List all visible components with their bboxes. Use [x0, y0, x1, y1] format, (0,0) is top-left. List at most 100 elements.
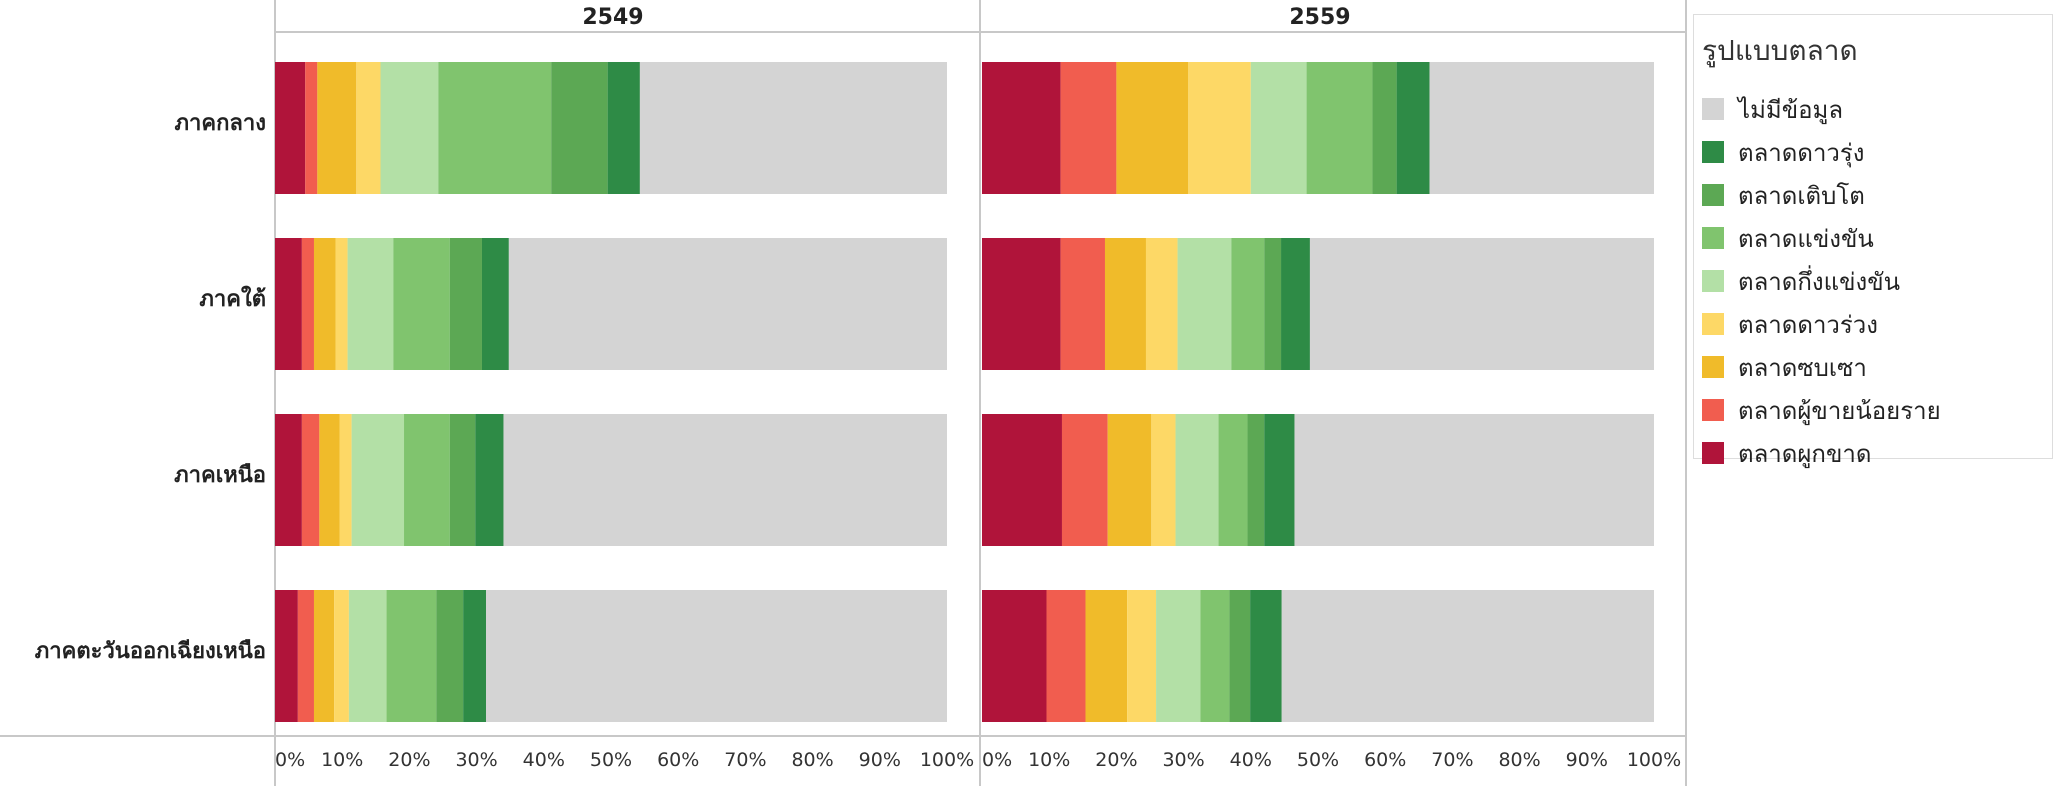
legend-entry: ตลาดผู้ขายน้อยราย [1702, 390, 1941, 430]
x-tick-label: 10% [321, 749, 363, 771]
bar-segment [1177, 238, 1232, 370]
legend-label: ไม่มีข้อมูล [1738, 95, 1844, 124]
bar-segment [1229, 590, 1251, 722]
bar-segment [1061, 414, 1108, 546]
bar-segment [1200, 590, 1230, 722]
legend: รูปแบบตลาด ไม่มีข้อมูลตลาดดาวรุ่งตลาดเติ… [1693, 14, 2053, 468]
category-label: ภาคเหนือ [174, 463, 266, 488]
x-tick-label: 10% [1028, 749, 1070, 771]
bar-segment [1294, 414, 1654, 546]
bar-segment [275, 238, 302, 370]
legend-swatch [1702, 442, 1724, 464]
x-tick-label: 100% [920, 749, 974, 771]
x-tick-label: 30% [1162, 749, 1204, 771]
x-tick-label: 40% [1230, 749, 1272, 771]
bar-segment [1046, 590, 1086, 722]
bar-segment [386, 590, 437, 722]
bar-segment [275, 590, 298, 722]
legend-label: ตลาดซบเซา [1738, 353, 1867, 382]
panel-header-2549: 2549 [582, 5, 643, 30]
x-tick-label: 50% [1297, 749, 1339, 771]
x-tick-label: 90% [859, 749, 901, 771]
bar-segment [305, 62, 318, 194]
bar-segment [1085, 590, 1128, 722]
x-tick-label: 80% [1498, 749, 1540, 771]
bar-segment [301, 238, 314, 370]
bar-segment [475, 414, 504, 546]
bar-segment [1306, 62, 1373, 194]
legend-entry: ไม่มีข้อมูล [1702, 89, 1843, 129]
bar-segment [1281, 238, 1310, 370]
bar-segment [438, 62, 552, 194]
bar-segment [1218, 414, 1248, 546]
bar-segment [275, 62, 306, 194]
legend-label: ตลาดดาวร่วง [1738, 310, 1878, 339]
bar-segment [393, 238, 450, 370]
bar-segment [356, 62, 381, 194]
bar-segment [1107, 414, 1152, 546]
bar-segment [1309, 238, 1654, 370]
bar-segment [1175, 414, 1219, 546]
bar-segment [1156, 590, 1201, 722]
x-tick-label: 0% [982, 749, 1012, 771]
bar-segment [1250, 62, 1307, 194]
legend-label: ตลาดเติบโต [1738, 181, 1865, 210]
category-label: ภาคกลาง [175, 111, 266, 136]
bar-segment [301, 414, 320, 546]
bar-segment [982, 62, 1061, 194]
bar-segment [1116, 62, 1189, 194]
bar-segment [1264, 238, 1282, 370]
legend-entry: ตลาดซบเซา [1702, 347, 1867, 387]
x-tick-label: 20% [388, 749, 430, 771]
legend-label: ตลาดดาวรุ่ง [1738, 138, 1865, 167]
bars-layer [275, 62, 1654, 722]
bar-segment [449, 238, 482, 370]
legend-swatch [1702, 270, 1724, 292]
bar-segment [607, 62, 640, 194]
legend-label: ตลาดแข่งขัน [1738, 224, 1874, 253]
legend-entry: ตลาดกึ่งแข่งขัน [1702, 261, 1900, 301]
category-label: ภาคใต้ [199, 285, 266, 312]
legend-swatch [1702, 141, 1724, 163]
legend-label: ตลาดผู้ขายน้อยราย [1738, 396, 1941, 425]
bar-segment [1281, 590, 1654, 722]
bar-segment [351, 414, 405, 546]
bar-segment [463, 590, 487, 722]
legend-entry: ตลาดดาวรุ่ง [1702, 132, 1865, 172]
bar-segment [982, 414, 1062, 546]
x-tick-label: 50% [590, 749, 632, 771]
bar-segment [1247, 414, 1265, 546]
bar-segment [1264, 414, 1295, 546]
legend-title: รูปแบบตลาด [1702, 34, 1858, 67]
bar-segment [1060, 62, 1117, 194]
bar-segment [436, 590, 464, 722]
labels-layer: 2549 2559 ภาคกลางภาคใต้ภาคเหนือภาคตะวันออก… [35, 5, 1681, 771]
bar-segment [639, 62, 947, 194]
bar-segment [982, 590, 1047, 722]
bar-segment [1429, 62, 1654, 194]
bar-segment [339, 414, 352, 546]
legend-swatch [1702, 356, 1724, 378]
bar-segment [982, 238, 1061, 370]
bar-segment [486, 590, 947, 722]
bar-segment [503, 414, 947, 546]
bar-segment [1104, 238, 1146, 370]
legend-entry: ตลาดดาวร่วง [1702, 304, 1878, 344]
legend-swatch [1702, 227, 1724, 249]
bar-segment [317, 62, 357, 194]
bar-segment [1188, 62, 1251, 194]
bar-segment [334, 590, 349, 722]
bar-segment [347, 238, 394, 370]
legend-swatch [1702, 399, 1724, 421]
bar-segment [1250, 590, 1282, 722]
x-tick-label: 70% [1431, 749, 1473, 771]
bar-segment [508, 238, 947, 370]
bar-segment [404, 414, 450, 546]
bar-segment [1127, 590, 1157, 722]
x-tick-label: 90% [1566, 749, 1608, 771]
bar-segment [335, 238, 348, 370]
x-tick-label: 60% [657, 749, 699, 771]
bar-segment [380, 62, 439, 194]
x-tick-label: 70% [724, 749, 766, 771]
